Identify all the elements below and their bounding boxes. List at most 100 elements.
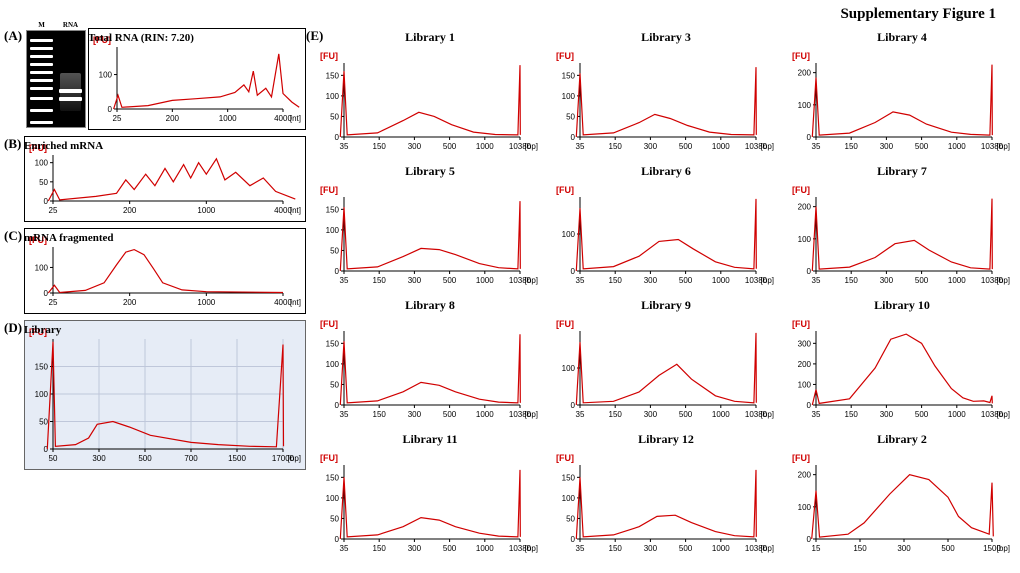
svg-text:500: 500 — [915, 410, 929, 419]
svg-text:300: 300 — [644, 142, 658, 151]
svg-text:150: 150 — [609, 544, 623, 553]
svg-text:1000: 1000 — [476, 142, 494, 151]
svg-text:[FU]: [FU] — [792, 185, 810, 195]
library-title: Library 7 — [788, 164, 1016, 179]
library-cell: Library 305010015035150300500100010380[F… — [552, 30, 780, 164]
svg-text:150: 150 — [326, 71, 340, 80]
svg-text:50: 50 — [330, 112, 339, 121]
svg-text:1000: 1000 — [712, 410, 730, 419]
svg-text:500: 500 — [915, 142, 929, 151]
svg-text:150: 150 — [845, 410, 859, 419]
svg-text:150: 150 — [35, 363, 49, 372]
svg-text:100: 100 — [326, 92, 340, 101]
svg-text:500: 500 — [679, 142, 693, 151]
library-trace: 05010015035150300500100010380[FU][bp] — [552, 447, 778, 559]
svg-text:300: 300 — [644, 544, 658, 553]
panel-c: (C) 01002520010004000[FU][nt] mRNA fragm… — [6, 228, 304, 314]
svg-text:[bp]: [bp] — [288, 454, 301, 463]
svg-text:[bp]: [bp] — [997, 276, 1010, 285]
svg-text:300: 300 — [880, 410, 894, 419]
svg-text:500: 500 — [443, 544, 457, 553]
library-title: Library 2 — [788, 432, 1016, 447]
svg-text:[bp]: [bp] — [997, 544, 1010, 553]
svg-text:0: 0 — [335, 535, 340, 544]
svg-text:0: 0 — [571, 133, 576, 142]
library-cell: Library 1205010015035150300500100010380[… — [552, 432, 780, 566]
svg-text:300: 300 — [897, 544, 911, 553]
svg-text:[FU]: [FU] — [556, 453, 574, 463]
svg-text:700: 700 — [184, 454, 198, 463]
svg-text:100: 100 — [35, 263, 49, 272]
svg-text:[bp]: [bp] — [761, 276, 774, 285]
library-trace: 010020035150300500100010380[FU][bp] — [788, 45, 1014, 157]
svg-text:150: 150 — [609, 276, 623, 285]
svg-text:100: 100 — [99, 71, 113, 80]
panel-d-label: (D) — [4, 320, 22, 336]
svg-text:300: 300 — [408, 544, 422, 553]
gel-lane-rna: RNA — [56, 31, 85, 127]
svg-text:0: 0 — [335, 133, 340, 142]
svg-text:200: 200 — [798, 203, 812, 212]
svg-text:1000: 1000 — [476, 544, 494, 553]
svg-text:50: 50 — [49, 454, 58, 463]
library-title: Library 11 — [316, 432, 544, 447]
svg-text:150: 150 — [373, 544, 387, 553]
svg-text:1000: 1000 — [712, 276, 730, 285]
library-title: Library 10 — [788, 298, 1016, 313]
svg-text:25: 25 — [49, 298, 58, 307]
svg-text:0: 0 — [571, 401, 576, 410]
panel-a-label: (A) — [4, 28, 22, 44]
svg-text:150: 150 — [609, 410, 623, 419]
svg-text:150: 150 — [609, 142, 623, 151]
library-trace: 05010015035150300500100010380[FU][bp] — [316, 179, 542, 291]
svg-text:1000: 1000 — [948, 410, 966, 419]
svg-text:[FU]: [FU] — [792, 51, 810, 61]
svg-text:300: 300 — [92, 454, 106, 463]
svg-text:[bp]: [bp] — [525, 142, 538, 151]
library-cell: Library 10010020030035150300500100010380… — [788, 298, 1016, 432]
svg-text:500: 500 — [679, 544, 693, 553]
svg-text:150: 150 — [373, 410, 387, 419]
figure-page: { "title": "Supplementary Figure 1", "co… — [0, 0, 1020, 573]
svg-text:150: 150 — [845, 276, 859, 285]
svg-text:500: 500 — [138, 454, 152, 463]
svg-text:100: 100 — [562, 230, 576, 239]
svg-text:0: 0 — [108, 105, 113, 114]
svg-text:50: 50 — [330, 514, 339, 523]
library-trace: 010020030035150300500100010380[FU][bp] — [788, 313, 1014, 425]
svg-text:200: 200 — [123, 298, 137, 307]
svg-text:150: 150 — [373, 276, 387, 285]
trace-d: 05010015050300500700150017000[FU][bp] — [24, 320, 306, 470]
library-trace: 05010015035150300500100010380[FU][bp] — [316, 447, 542, 559]
library-cell: Library 7010020035150300500100010380[FU]… — [788, 164, 1016, 298]
library-cell: Library 20100200151503005001500[FU][bp] — [788, 432, 1016, 566]
svg-text:[bp]: [bp] — [761, 410, 774, 419]
svg-text:35: 35 — [340, 276, 349, 285]
trace-b-title: Enriched mRNA — [24, 140, 304, 152]
svg-text:1000: 1000 — [948, 142, 966, 151]
svg-text:[nt]: [nt] — [290, 298, 301, 307]
svg-text:[bp]: [bp] — [997, 410, 1010, 419]
svg-text:500: 500 — [679, 410, 693, 419]
svg-text:1000: 1000 — [219, 114, 237, 123]
svg-text:200: 200 — [123, 206, 137, 215]
library-grid: Library 105010015035150300500100010380[F… — [316, 30, 1016, 566]
svg-text:[bp]: [bp] — [525, 410, 538, 419]
svg-text:1000: 1000 — [948, 276, 966, 285]
svg-text:500: 500 — [679, 276, 693, 285]
svg-text:[FU]: [FU] — [320, 51, 338, 61]
library-title: Library 1 — [316, 30, 544, 45]
panel-a: (A) M RNA 01002520010004000[FU][nt] Tota… — [6, 28, 304, 130]
svg-text:1000: 1000 — [476, 410, 494, 419]
svg-text:150: 150 — [373, 142, 387, 151]
svg-text:1000: 1000 — [712, 544, 730, 553]
trace-d-title: Library — [24, 324, 304, 336]
svg-text:50: 50 — [39, 418, 48, 427]
svg-text:35: 35 — [812, 276, 821, 285]
svg-text:100: 100 — [562, 494, 576, 503]
svg-text:50: 50 — [566, 514, 575, 523]
svg-text:50: 50 — [39, 178, 48, 187]
svg-text:25: 25 — [113, 114, 122, 123]
svg-text:100: 100 — [798, 380, 812, 389]
svg-text:300: 300 — [798, 339, 812, 348]
